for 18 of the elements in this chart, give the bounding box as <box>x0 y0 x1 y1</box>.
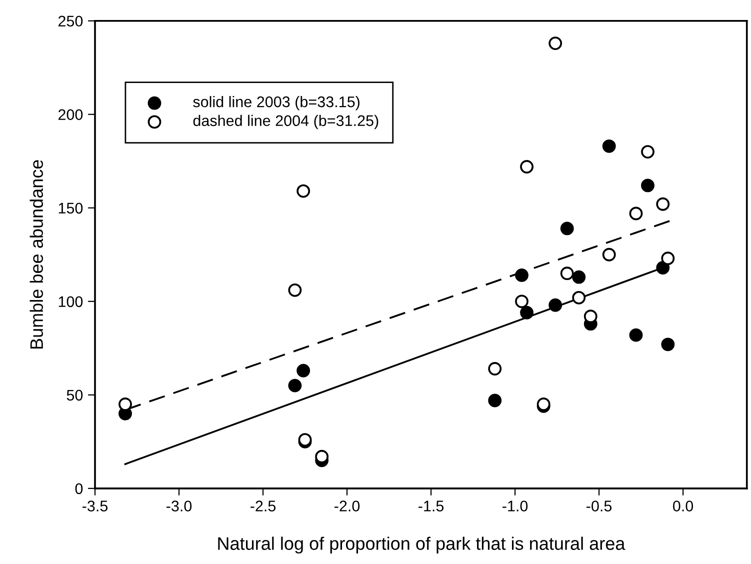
x-tick-label: 0.0 <box>673 500 694 512</box>
x-tick-label: -1.5 <box>418 500 444 512</box>
x-axis-title: Natural log of proportion of park that is natural area <box>218 536 626 554</box>
x-tick-label: -3.5 <box>82 500 108 512</box>
legend-label: dashed line 2004 (b=31.25) <box>193 114 378 130</box>
y-axis-title: Bumble bee abundance <box>30 160 44 349</box>
x-tick-label: -2.0 <box>334 500 360 512</box>
x-tick-label: -0.5 <box>586 500 612 512</box>
y-tick-label: 50 <box>66 390 83 401</box>
x-tick-label: -2.5 <box>250 500 276 512</box>
x-tick-label: -3.0 <box>166 500 192 512</box>
legend-label: solid line 2003 (b=33.15) <box>193 96 360 110</box>
y-tick-label: 200 <box>58 109 83 120</box>
y-tick-label: 150 <box>58 202 83 214</box>
y-tick-label: 0 <box>75 483 83 494</box>
y-tick-label: 100 <box>58 296 83 308</box>
x-tick-label: -1.0 <box>502 500 528 512</box>
y-tick-label: 250 <box>58 16 83 27</box>
